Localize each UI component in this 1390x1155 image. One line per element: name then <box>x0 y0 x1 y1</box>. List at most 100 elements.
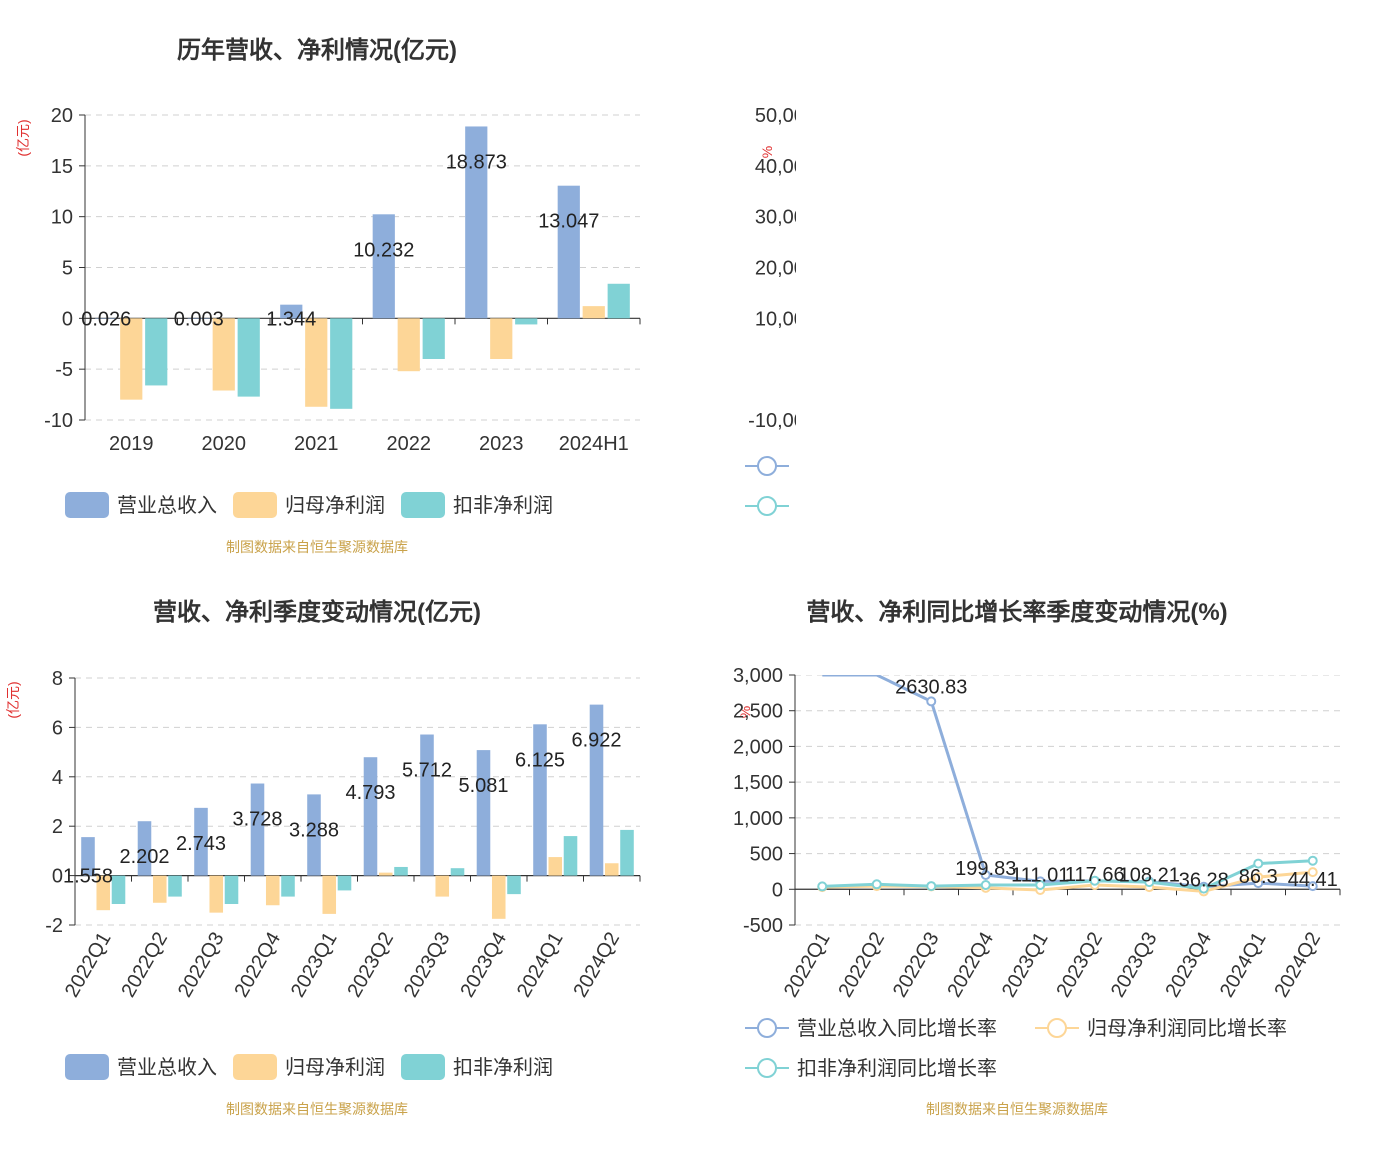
x-tick-label: 2022 <box>387 433 432 455</box>
bar-deducted-profit <box>422 318 445 359</box>
data-label: 5.081 <box>458 775 508 797</box>
legend-marker <box>757 496 777 516</box>
series-point <box>926 881 937 892</box>
y-unit-label: (亿元) <box>15 119 31 156</box>
legend: 营业总收入 归母净利润 扣非净利润 <box>65 1054 553 1080</box>
x-tick-label: 2023Q2 <box>343 929 398 1002</box>
x-tick-label: 2019 <box>109 433 154 455</box>
legend-marker <box>1047 1018 1067 1038</box>
bar-net-profit <box>582 306 605 319</box>
bar-net-profit <box>397 318 420 372</box>
bar-net-profit <box>490 318 513 359</box>
x-tick-label: 2020 <box>202 433 247 455</box>
x-tick-label: 2023Q4 <box>1161 929 1216 1002</box>
y-tick-label: 0 <box>772 879 783 901</box>
bar-revenue <box>250 783 265 876</box>
x-tick-label: 2022Q2 <box>117 929 172 1002</box>
x-tick-label: 2024Q2 <box>1270 929 1325 1002</box>
legend: 营业总收入 归母净利润 扣非净利润 <box>65 492 553 518</box>
y-tick-label: 500 <box>750 844 783 866</box>
legend-marker <box>757 1058 777 1078</box>
y-tick-label: 4 <box>52 767 63 789</box>
x-tick-label: 2022Q4 <box>230 929 285 1002</box>
legend-marker <box>757 456 777 476</box>
bar-deducted-profit <box>281 875 295 897</box>
bar-net-profit <box>120 318 143 400</box>
series-point <box>1144 877 1155 888</box>
bar-revenue <box>81 837 95 876</box>
series-point <box>817 881 828 892</box>
data-label: 1.558 <box>63 866 113 888</box>
x-tick-label: 2024Q1 <box>1216 929 1271 1002</box>
series-point <box>1253 872 1264 883</box>
x-tick-label: 2022Q4 <box>943 929 998 1002</box>
bar-net-profit <box>604 863 619 876</box>
bar-revenue <box>307 794 321 876</box>
y-tick-label: 2,000 <box>733 736 783 758</box>
legend-label: 扣非净利润同比增长率 <box>797 1057 997 1080</box>
y-tick-label: -2 <box>45 915 63 937</box>
bar-revenue <box>372 214 395 319</box>
y-tick-label: 6 <box>52 717 63 739</box>
y-tick-label: 0 <box>52 866 63 888</box>
bar-deducted-profit <box>330 318 353 409</box>
x-tick-label: 2023Q2 <box>1052 929 1107 1002</box>
bar-revenue <box>420 734 434 876</box>
legend-swatch <box>233 492 277 518</box>
bar-revenue <box>533 724 547 876</box>
x-tick-label: 2023Q1 <box>287 929 342 1002</box>
x-tick-label: 2024Q2 <box>569 929 624 1002</box>
bar-deducted-profit <box>145 318 168 386</box>
data-label: 2630.83 <box>895 676 967 698</box>
legend-swatch <box>401 492 445 518</box>
bar-net-profit <box>548 857 563 876</box>
x-tick-label: 2023Q3 <box>400 929 455 1002</box>
bar-net-profit <box>435 875 450 897</box>
y-tick-label: -500 <box>743 915 783 937</box>
chart-quarterly_growth: 营收、净利同比增长率季度变动情况(%)% -500 0 500 1,000 1,500 2,… <box>733 0 1341 1117</box>
series-point <box>871 879 882 890</box>
x-tick-label: 2022Q2 <box>834 929 889 1002</box>
chart-title: 历年营收、净利情况(亿元) <box>177 36 457 64</box>
source-note: 制图数据来自恒生聚源数据库 <box>226 539 408 555</box>
data-label: 18.873 <box>446 151 507 173</box>
series-line-0 <box>822 673 1313 889</box>
y-tick-label: 0 <box>62 308 73 330</box>
legend-label: 营业总收入同比增长率 <box>797 1017 997 1040</box>
bar-deducted-profit <box>224 875 239 905</box>
y-tick-label: 20 <box>51 105 73 127</box>
y-tick-label: -5 <box>55 359 73 381</box>
x-tick-label: 2022Q1 <box>780 929 835 1002</box>
data-label: 5.712 <box>402 760 452 782</box>
legend-label: 扣非净利润 <box>453 494 553 517</box>
series-point <box>1035 880 1046 890</box>
y-tick-label: 5 <box>62 258 73 280</box>
source-note: 制图数据来自恒生聚源数据库 <box>226 1101 408 1117</box>
bar-net-profit <box>491 875 506 919</box>
y-tick-label: 10 <box>51 207 73 229</box>
bar-net-profit <box>378 872 393 876</box>
data-label: 13.047 <box>538 211 599 233</box>
series-point <box>1089 875 1100 886</box>
series-point <box>1307 867 1318 878</box>
data-label: 0.026 <box>81 308 131 330</box>
chart-title: 营收、净利同比增长率季度变动情况(%) <box>806 598 1227 626</box>
y-tick-label: 3,000 <box>733 665 783 687</box>
legend-label: 归母净利润 <box>285 1056 385 1079</box>
legend-swatch <box>401 1054 445 1080</box>
x-tick-label: 2023Q4 <box>456 929 511 1002</box>
bar-deducted-profit <box>237 318 260 397</box>
bar-revenue <box>589 704 604 876</box>
y-unit-label: (亿元) <box>5 681 21 718</box>
legend-label: 归母净利润 <box>285 494 385 517</box>
bar-revenue <box>137 821 152 876</box>
y-tick-label: 2,500 <box>733 701 783 723</box>
bar-deducted-profit <box>394 866 408 876</box>
legend-label: 归母净利润同比增长率 <box>1087 1017 1287 1040</box>
data-label: 36.28 <box>1179 870 1229 892</box>
bar-deducted-profit <box>450 868 465 876</box>
data-label: 111.01 <box>1011 864 1069 886</box>
